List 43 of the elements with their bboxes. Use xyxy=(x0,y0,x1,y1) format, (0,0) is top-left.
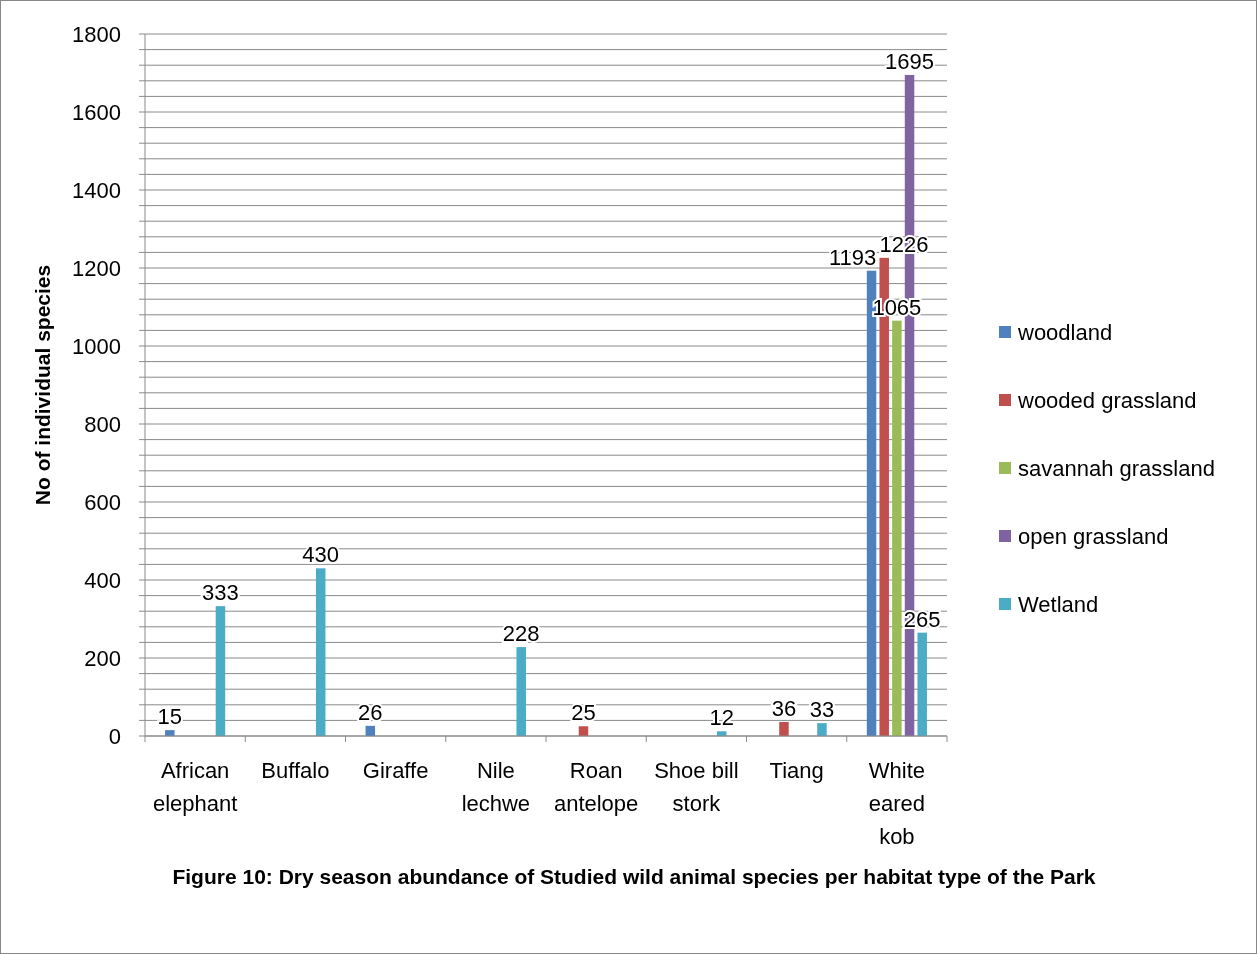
x-tick-label: African elephant xyxy=(152,758,238,816)
legend-label: open grassland xyxy=(1018,523,1169,549)
data-label: 36 xyxy=(771,695,797,721)
legend-label: savannah grassland xyxy=(1018,455,1215,481)
y-tick-label: 600 xyxy=(84,489,121,515)
y-tick-label: 1200 xyxy=(72,255,121,281)
text: Figure 10: Dry season abundance of Studied wild animal species per habitat type of the Park xyxy=(172,865,1096,888)
data-label: 228 xyxy=(502,621,540,647)
data-label: 12 xyxy=(709,705,734,731)
x-tick-label: Giraffe xyxy=(362,758,429,783)
y-tick-label: 200 xyxy=(84,645,121,671)
data-label: 25 xyxy=(571,700,596,726)
y-tick-label: 1800 xyxy=(72,21,121,47)
x-tick-label: Buffalo xyxy=(261,758,330,783)
bar xyxy=(779,721,789,736)
data-label: 333 xyxy=(202,580,239,606)
y-tick-label: 0 xyxy=(108,723,121,749)
y-tick-label: 800 xyxy=(84,411,121,437)
data-label: 33 xyxy=(809,697,835,723)
y-tick-label: 400 xyxy=(84,567,121,593)
bar xyxy=(516,647,526,736)
data-label: 1695 xyxy=(885,48,935,74)
x-tick-label: Tiang xyxy=(769,758,824,783)
bar xyxy=(215,606,226,736)
x-tick-label: Shoe bill stork xyxy=(654,758,739,816)
x-tick-label: Nile lechwe xyxy=(461,758,531,816)
y-tick-label: 1400 xyxy=(72,177,121,203)
legend-label: Wetland xyxy=(1018,591,1099,617)
x-tick-label: White eared kob xyxy=(868,758,926,849)
data-label: 1193 xyxy=(828,244,877,270)
bar xyxy=(817,723,827,736)
bar xyxy=(892,320,902,736)
legend-label: woodland xyxy=(1017,319,1113,345)
data-label: 15 xyxy=(157,704,183,730)
data-label: 430 xyxy=(302,542,340,568)
bar xyxy=(315,568,326,736)
data-label: 26 xyxy=(358,699,383,725)
bar xyxy=(917,632,927,736)
y-tick-label: 1000 xyxy=(72,333,121,359)
x-tick-label: Roan antelope xyxy=(553,758,639,816)
legend-label: wooded grassland xyxy=(1017,387,1197,413)
y-axis-title: No of individual species xyxy=(31,264,54,506)
y-tick-label: 1600 xyxy=(72,99,121,125)
